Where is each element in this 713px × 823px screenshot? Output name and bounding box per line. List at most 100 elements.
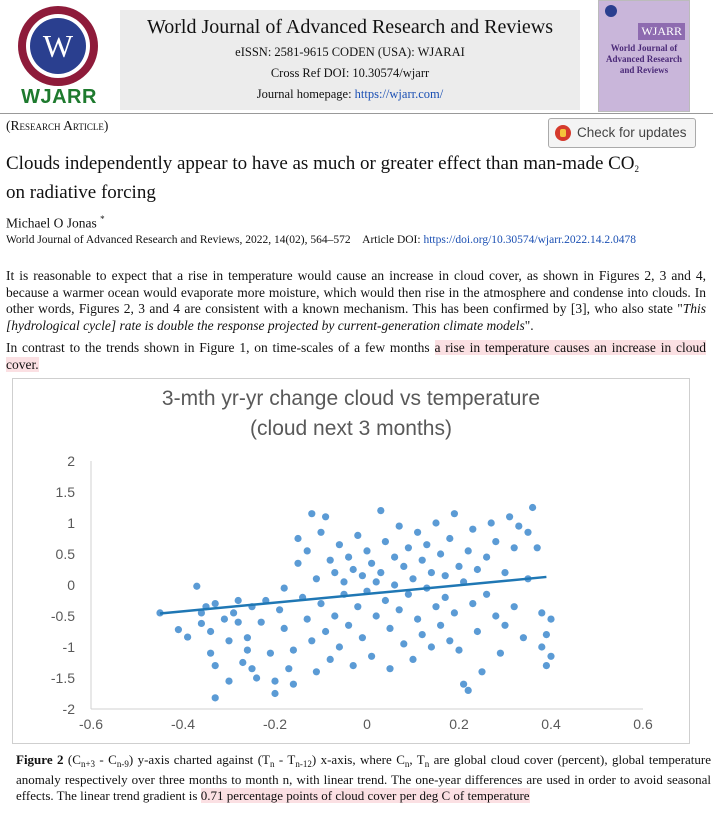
data-point (234, 596, 242, 605)
x-tick-label: -0.6 (79, 716, 103, 732)
y-tick-label: -1 (63, 639, 76, 655)
scatter-plot: 3-mth yr-yr change cloud vs temperature (… (51, 387, 653, 732)
data-point (317, 600, 325, 608)
data-point (437, 621, 445, 629)
data-point (372, 612, 380, 620)
data-point (427, 643, 435, 651)
check-updates-label: Check for updates (577, 125, 687, 140)
x-tick-label: 0.6 (633, 716, 653, 732)
data-point (455, 646, 463, 654)
data-point (395, 522, 403, 530)
data-point (487, 519, 495, 527)
chart-title-line-1: 3-mth yr-yr change cloud vs temperature (162, 387, 540, 410)
data-point (492, 538, 500, 546)
y-tick-label: 1 (67, 515, 75, 531)
data-point (322, 627, 330, 636)
data-point (197, 609, 205, 617)
logo-letter: W (30, 18, 86, 74)
y-tick-label: 2 (67, 453, 75, 469)
data-point (335, 643, 343, 651)
masthead: World Journal of Advanced Research and R… (120, 10, 580, 110)
body-paragraph-1: It is reasonable to expect that a rise i… (6, 268, 706, 333)
x-tick-label: 0.4 (541, 716, 561, 732)
data-point (547, 615, 555, 623)
data-point (345, 553, 353, 561)
data-point (276, 606, 284, 614)
data-point (211, 600, 219, 608)
data-point (289, 646, 297, 654)
x-tick-label: 0 (363, 716, 371, 732)
caption-highlight: 0.71 percentage points of cloud cover pe… (200, 788, 530, 803)
data-point (473, 627, 481, 636)
data-point (303, 615, 311, 623)
data-point (294, 559, 302, 567)
data-point (243, 646, 251, 654)
article-type: (Research Article) (6, 118, 109, 133)
data-point (538, 609, 546, 617)
data-point (239, 658, 247, 667)
data-point (207, 627, 215, 636)
data-point (243, 634, 251, 642)
data-point (432, 519, 440, 527)
data-point (372, 578, 380, 586)
data-point (432, 603, 440, 611)
data-point (368, 559, 376, 567)
data-point (225, 677, 233, 685)
data-point (335, 541, 343, 549)
data-point (446, 637, 454, 645)
x-tick-label: 0.2 (449, 716, 469, 732)
data-point (363, 547, 371, 555)
data-point (524, 528, 532, 536)
data-point (271, 677, 279, 685)
data-point (501, 569, 509, 577)
data-point (234, 618, 242, 626)
data-point (317, 528, 325, 536)
y-tick-label: 0.5 (56, 546, 76, 562)
data-point (510, 603, 518, 611)
data-point (460, 680, 468, 688)
data-point (174, 626, 182, 634)
data-point (506, 513, 514, 521)
data-point (349, 565, 357, 574)
data-point (542, 631, 551, 639)
data-point (441, 593, 449, 601)
journal-header: W WJARR World Journal of Advanced Resear… (0, 0, 713, 112)
data-point (381, 596, 389, 605)
data-point (519, 634, 527, 642)
data-point (418, 556, 426, 564)
data-point (391, 581, 399, 589)
data-point (473, 565, 481, 574)
data-point (469, 525, 477, 533)
data-point (248, 665, 256, 673)
data-point (423, 541, 431, 549)
data-point (496, 649, 504, 657)
data-point (510, 544, 518, 552)
article-doi-link[interactable]: https://doi.org/10.30574/wjarr.2022.14.2… (423, 234, 637, 246)
data-point (230, 609, 238, 617)
data-point (469, 600, 477, 608)
data-point (312, 575, 320, 583)
data-point (349, 662, 357, 670)
data-point (377, 569, 385, 577)
data-point (345, 621, 353, 629)
cover-title: World Journal of Advanced Research and R… (605, 43, 683, 75)
issn-line: eISSN: 2581-9615 CODEN (USA): WJARAI (235, 45, 465, 59)
data-point (400, 640, 408, 648)
data-point (418, 631, 426, 639)
data-point (197, 619, 205, 628)
y-tick-label: -1.5 (51, 670, 75, 686)
data-point (414, 615, 422, 623)
data-point (533, 544, 541, 552)
crossref-doi-line: Cross Ref DOI: 10.30574/wjarr (270, 66, 430, 80)
data-point (409, 655, 417, 663)
homepage-link[interactable]: https://wjarr.com/ (354, 87, 444, 101)
body-paragraph-2: In contrast to the trends shown in Figur… (6, 340, 707, 372)
check-for-updates-button[interactable]: Check for updates (548, 118, 696, 148)
cover-seal-icon (605, 5, 617, 17)
data-point (483, 553, 491, 561)
figure-2-chart: 3-mth yr-yr change cloud vs temperature (… (12, 378, 690, 744)
data-point (326, 655, 334, 663)
cover-brand: WJARR (638, 23, 685, 40)
data-point (529, 503, 537, 512)
data-point (358, 572, 366, 580)
